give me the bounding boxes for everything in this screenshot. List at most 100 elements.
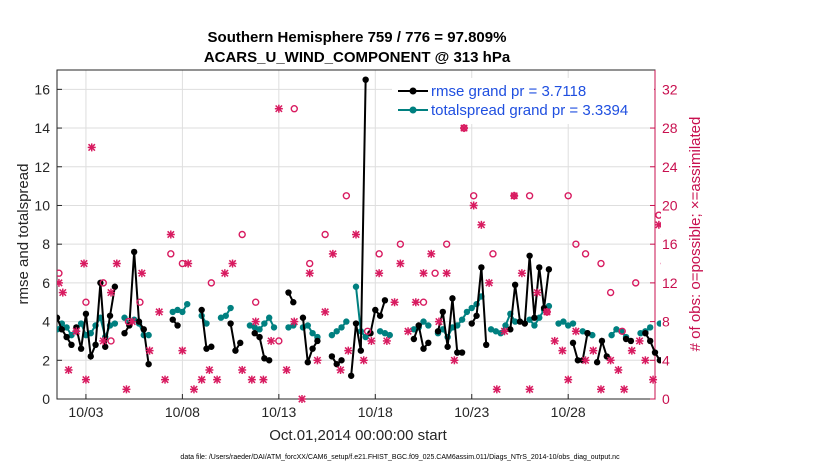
possible-obs-marker (207, 279, 216, 287)
y-tick-label: 4 (42, 314, 50, 330)
assimilated-obs-marker (282, 365, 291, 374)
assimilated-obs-marker (58, 288, 67, 297)
y-tick-label: 0 (42, 391, 50, 407)
possible-obs-marker (99, 279, 107, 287)
y-tick-label: 14 (34, 120, 50, 136)
rmse-point (265, 357, 273, 364)
rmse-point (536, 264, 543, 271)
rmse-point (251, 330, 258, 337)
assimilated-obs-marker (411, 298, 420, 307)
rmse-point (57, 314, 61, 321)
assimilated-obs-marker (87, 143, 96, 152)
rmse-point (676, 307, 682, 313)
assimilated-stroke (669, 328, 675, 334)
rmse-point (584, 330, 591, 337)
assimilated-obs-marker (525, 385, 534, 394)
possible-obs-marker (431, 269, 439, 277)
y-tick-label: 2 (42, 352, 50, 368)
assimilated-obs-marker (99, 336, 108, 345)
possible-obs-marker (306, 259, 314, 268)
rmse-point (627, 337, 635, 345)
assimilated-obs-marker (321, 307, 330, 316)
rmse-point (569, 339, 577, 347)
rmse-point (531, 314, 538, 321)
assimilated-obs-marker (267, 336, 276, 345)
rmse-point (227, 320, 234, 327)
assimilated-obs-marker (442, 269, 451, 278)
axis-ticks: 10/03 10/08 10/13 10/18 10/23 10/280246810121… (34, 70, 678, 420)
assimilated-obs-marker (571, 327, 580, 336)
totalspread-point (203, 320, 210, 327)
rmse-point (208, 343, 215, 350)
assimilated-obs-marker (328, 249, 337, 258)
rmse-point (347, 372, 355, 379)
assimilated-obs-marker (137, 269, 146, 278)
possible-obs-marker (525, 192, 534, 200)
y2-tick-label: 20 (662, 197, 678, 213)
assimilated-obs-marker (297, 395, 306, 403)
assimilated-obs-marker (713, 395, 721, 403)
totalspread-point (492, 328, 500, 335)
assimilated-stroke (669, 328, 675, 334)
totalspread-point (637, 330, 644, 337)
totalspread-point (425, 322, 432, 329)
y-tick-label: 16 (34, 81, 50, 97)
assimilated-obs-marker (247, 375, 256, 384)
totalspread-point (502, 322, 509, 329)
assimilated-obs-marker (517, 269, 526, 278)
totalspread-point (77, 320, 85, 327)
totalspread-point (270, 324, 278, 331)
totalspread-point (564, 322, 572, 329)
assimilated-obs-marker (707, 395, 715, 403)
assimilated-obs-marker (404, 327, 413, 336)
assimilated-obs-marker (367, 336, 376, 345)
x-tick-label: 10/03 (68, 404, 103, 420)
rmse-point (651, 349, 659, 356)
assimilated-obs-marker (606, 356, 615, 365)
assimilated-obs-marker (178, 346, 187, 355)
assimilated-obs-marker (649, 375, 658, 384)
rmse-point (593, 359, 601, 366)
assimilated-obs-marker (596, 385, 605, 394)
rmse-point (473, 312, 480, 319)
assimilated-obs-marker (57, 278, 63, 287)
rmse-point (140, 326, 148, 333)
rmse-point (376, 312, 384, 319)
assimilated-obs-marker (375, 269, 384, 278)
possible-obs-marker (107, 337, 115, 345)
assimilated-obs-marker (427, 249, 436, 258)
x-axis-label: Oct.01,2014 00:00:00 start (269, 427, 447, 444)
rmse-point (314, 337, 321, 345)
rmse-point (256, 333, 263, 341)
rmse-point (574, 357, 582, 364)
rmse-point (410, 335, 418, 343)
possible-obs-marker (597, 259, 605, 268)
assimilated-stroke (677, 338, 683, 344)
assimilated-obs-marker (259, 375, 268, 384)
rmse-point (545, 266, 553, 273)
obs-markers (57, 104, 721, 403)
assimilated-obs-marker (228, 259, 237, 268)
possible-obs-marker (714, 396, 720, 402)
y-tick-label: 6 (42, 275, 50, 291)
assimilated-stroke (660, 266, 661, 267)
rmse-point (82, 310, 90, 318)
assimilated-obs-marker (72, 327, 81, 336)
possible-obs-marker (564, 192, 572, 200)
totalspread-point (710, 278, 716, 284)
assimilated-stroke (677, 338, 683, 344)
rmse-line (669, 302, 679, 325)
assimilated-obs-marker (184, 259, 193, 268)
assimilated-obs-marker (205, 365, 214, 374)
rmse-point (381, 297, 389, 304)
totalspread-point (386, 331, 393, 339)
legend-spread-marker (409, 106, 417, 114)
rmse-point (102, 343, 109, 350)
assimilated-obs-marker (635, 336, 644, 345)
totalspread-point (589, 331, 596, 339)
rmse-point (285, 289, 292, 296)
possible-obs-marker (251, 298, 260, 306)
rmse-line (229, 323, 242, 354)
rmse-point (511, 281, 519, 289)
